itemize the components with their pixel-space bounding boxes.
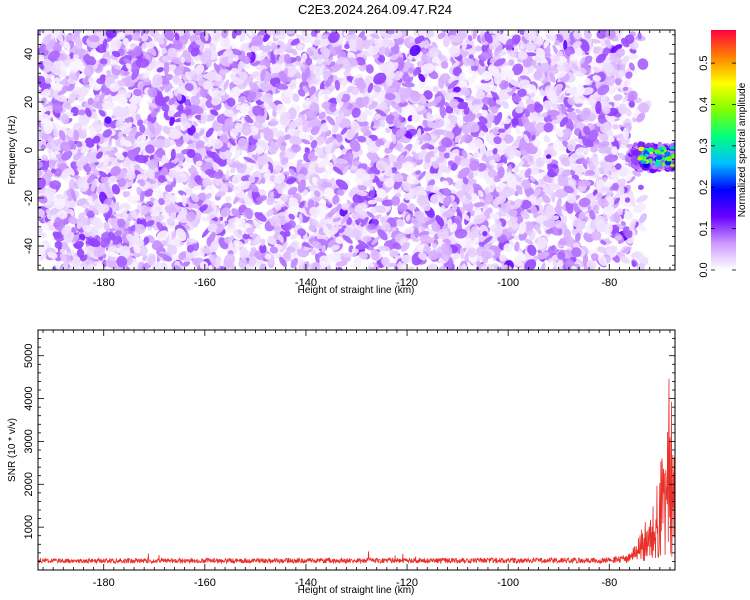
heatmap-cell: [232, 228, 244, 239]
heatmap-cell: [332, 123, 339, 134]
heatmap-cell: [477, 190, 484, 198]
heatmap-cell: [250, 246, 257, 253]
heatmap-cell: [96, 77, 107, 85]
heatmap-cell: [529, 166, 539, 176]
heatmap-cell: [552, 103, 559, 111]
heatmap-cell: [143, 236, 150, 244]
heatmap-cell: [619, 255, 631, 264]
heatmap-cell: [71, 234, 80, 243]
heatmap-cell: [637, 225, 647, 232]
heatmap-cell: [514, 241, 520, 252]
heatmap-cell: [563, 228, 571, 243]
heatmap-cell: [201, 216, 207, 222]
heatmap-cell: [631, 253, 637, 259]
heatmap-cell: [565, 107, 575, 113]
heatmap-cell: [498, 128, 506, 133]
heatmap-cell: [626, 176, 636, 184]
figure-title: C2E3.2024.264.09.47.R24: [298, 2, 452, 17]
heatmap-cell: [613, 94, 623, 101]
heatmap-cell: [587, 249, 593, 257]
heatmap-cell: [251, 70, 259, 79]
heatmap-cell: [557, 228, 563, 236]
heatmap-cell: [280, 194, 288, 202]
heatmap-cell: [401, 82, 415, 88]
heatmap-cell: [439, 105, 447, 119]
heatmap-cell: [637, 58, 649, 70]
heatmap-cell: [161, 47, 167, 55]
heatmap-cell: [183, 156, 194, 163]
heatmap-cell: [38, 253, 46, 261]
heatmap-cell: [423, 161, 431, 170]
heatmap-cell: [423, 40, 430, 49]
heatmap-cell: [612, 124, 620, 130]
heatmap-cell: [459, 247, 465, 260]
heatmap-cells: [38, 30, 675, 270]
heatmap-cell: [583, 231, 595, 243]
heatmap-cell: [418, 79, 427, 90]
heatmap-cell: [80, 146, 90, 154]
heatmap-cell: [52, 231, 62, 239]
heatmap-cell: [38, 155, 41, 163]
heatmap-cell: [606, 162, 615, 170]
heatmap-cell: [195, 209, 202, 217]
heatmap-cell: [38, 30, 42, 36]
heatmap-cell: [389, 250, 399, 258]
heatmap-cell: [335, 260, 348, 267]
heatmap-cell: [509, 233, 520, 241]
heatmap-cell: [344, 43, 351, 50]
heatmap-cell: [540, 262, 546, 270]
heatmap-cell: [103, 222, 111, 232]
heatmap-cell: [468, 54, 474, 60]
heatmap-cell: [456, 30, 468, 40]
heatmap-cell: [275, 103, 286, 115]
heatmap-cell: [575, 232, 581, 243]
heatmap-cell: [308, 73, 317, 85]
